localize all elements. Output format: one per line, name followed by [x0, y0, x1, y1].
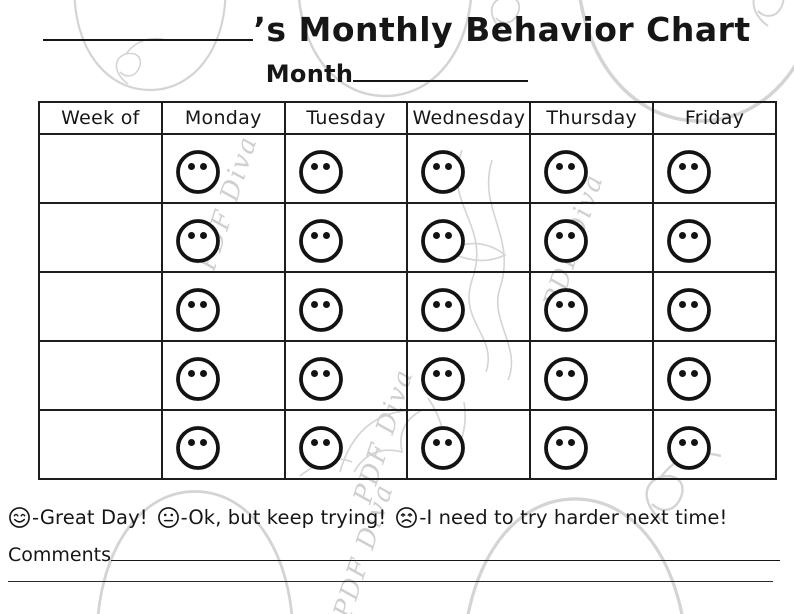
child-name-blank-line[interactable] — [43, 35, 254, 41]
comments-blank-line[interactable] — [111, 556, 780, 561]
comments-blank-line-2[interactable] — [8, 565, 773, 582]
month-blank-line[interactable] — [353, 76, 529, 82]
legend-item-ok: -Ok, but keep trying! — [157, 506, 387, 529]
day-cell — [529, 133, 655, 204]
day-cell — [406, 409, 532, 480]
blank-smiley-face-icon — [544, 426, 589, 470]
behavior-table: Week of Monday Tuesday Wednesday Thursda… — [38, 101, 777, 480]
blank-smiley-face-icon — [298, 150, 343, 194]
table-body — [38, 133, 777, 480]
week-of-cell[interactable] — [38, 202, 163, 273]
column-header-monday: Monday — [160, 101, 286, 135]
day-cell — [406, 133, 532, 204]
day-cell — [652, 202, 777, 273]
day-cell — [160, 340, 286, 411]
blank-smiley-face-icon — [667, 426, 712, 470]
column-header-thursday: Thursday — [529, 101, 655, 135]
blank-smiley-face-icon — [175, 219, 220, 263]
week-of-cell[interactable] — [38, 271, 163, 342]
day-cell — [160, 409, 286, 480]
neutral-face-icon — [157, 507, 179, 528]
table-row — [38, 271, 777, 342]
day-cell — [283, 340, 409, 411]
legend-text: -Ok, but keep trying! — [180, 506, 387, 529]
day-cell — [283, 133, 409, 204]
column-header-tuesday: Tuesday — [283, 101, 409, 135]
table-row — [38, 340, 777, 411]
legend-item-great-day: -Great Day! — [8, 506, 148, 529]
week-of-cell[interactable] — [38, 409, 163, 480]
blank-smiley-face-icon — [421, 288, 466, 332]
column-header-friday: Friday — [652, 101, 777, 135]
blank-smiley-face-icon — [667, 357, 712, 401]
page-title: ’s Monthly Behavior Chart — [0, 10, 794, 49]
month-row: Month — [0, 60, 794, 88]
blank-smiley-face-icon — [421, 219, 466, 263]
column-header-wednesday: Wednesday — [406, 101, 532, 135]
day-cell — [160, 271, 286, 342]
happy-face-icon — [9, 507, 30, 528]
day-cell — [652, 133, 777, 204]
day-cell — [406, 340, 532, 411]
day-cell — [160, 202, 286, 273]
blank-smiley-face-icon — [298, 219, 343, 263]
day-cell — [652, 271, 777, 342]
page-title-text: ’s Monthly Behavior Chart — [253, 10, 751, 49]
day-cell — [160, 133, 286, 204]
day-cell — [406, 271, 532, 342]
day-cell — [283, 202, 409, 273]
day-cell — [283, 409, 409, 480]
blank-smiley-face-icon — [667, 219, 712, 263]
legend-item-try-harder: -I need to try harder next time! — [395, 506, 727, 529]
legend-text: -Great Day! — [32, 506, 148, 529]
header-row: Week of Monday Tuesday Wednesday Thursda… — [38, 101, 777, 135]
blank-smiley-face-icon — [421, 426, 466, 470]
day-cell — [529, 340, 655, 411]
day-cell — [529, 409, 655, 480]
month-label: Month — [265, 60, 354, 88]
blank-smiley-face-icon — [421, 357, 466, 401]
column-header-week-of: Week of — [38, 101, 163, 135]
blank-smiley-face-icon — [175, 357, 220, 401]
day-cell — [652, 340, 777, 411]
week-of-cell[interactable] — [38, 340, 163, 411]
day-cell — [652, 409, 777, 480]
day-cell — [283, 271, 409, 342]
legend-text: -I need to try harder next time! — [419, 506, 728, 529]
blank-smiley-face-icon — [544, 357, 589, 401]
day-cell — [529, 271, 655, 342]
table-row — [38, 202, 777, 273]
week-of-cell[interactable] — [38, 133, 163, 204]
blank-smiley-face-icon — [667, 150, 712, 194]
legend: -Great Day! -Ok, but keep trying! -I nee… — [8, 506, 788, 529]
blank-smiley-face-icon — [298, 426, 343, 470]
blank-smiley-face-icon — [298, 357, 343, 401]
blank-smiley-face-icon — [544, 150, 589, 194]
day-cell — [529, 202, 655, 273]
blank-smiley-face-icon — [175, 288, 220, 332]
blank-smiley-face-icon — [421, 150, 466, 194]
sad-face-icon — [396, 507, 418, 528]
table-row — [38, 409, 777, 480]
blank-smiley-face-icon — [544, 288, 589, 332]
blank-smiley-face-icon — [667, 288, 712, 332]
blank-smiley-face-icon — [544, 219, 589, 263]
table-header: Week of Monday Tuesday Wednesday Thursda… — [38, 101, 777, 135]
blank-smiley-face-icon — [175, 150, 220, 194]
day-cell — [406, 202, 532, 273]
comments-row: Comments — [8, 544, 780, 566]
table-row — [38, 133, 777, 204]
comments-label: Comments — [8, 544, 111, 566]
blank-smiley-face-icon — [298, 288, 343, 332]
blank-smiley-face-icon — [175, 426, 220, 470]
